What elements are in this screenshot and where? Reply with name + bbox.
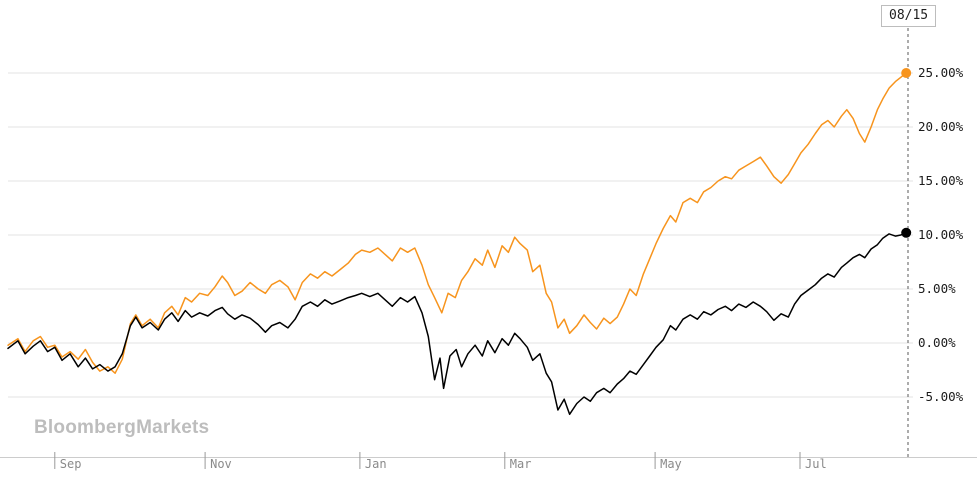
y-tick-label: 0.00%	[918, 335, 956, 350]
bloomberg-markets-watermark: BloombergMarkets	[34, 417, 210, 438]
x-tick-label: May	[660, 457, 682, 471]
x-tick-label: Jul	[805, 457, 827, 471]
cursor-date-label: 08/15	[881, 5, 937, 27]
y-tick-label: 10.00%	[918, 227, 964, 242]
series-black-line	[7, 232, 907, 416]
x-tick-label: Mar	[510, 457, 532, 471]
series-orange-endpoint[interactable]	[901, 68, 912, 78]
x-tick-label: Sep	[60, 457, 82, 471]
y-tick-label: 15.00%	[918, 173, 964, 188]
x-tick-label: Nov	[210, 457, 232, 471]
x-tick-label: Jan	[365, 457, 387, 471]
series-black-endpoint[interactable]	[901, 227, 912, 238]
y-tick-label: 20.00%	[918, 119, 964, 134]
y-tick-label: -5.00%	[918, 389, 964, 404]
y-tick-label: 5.00%	[918, 281, 956, 296]
y-tick-label: 25.00%	[918, 65, 964, 80]
series-orange-line	[7, 72, 907, 374]
